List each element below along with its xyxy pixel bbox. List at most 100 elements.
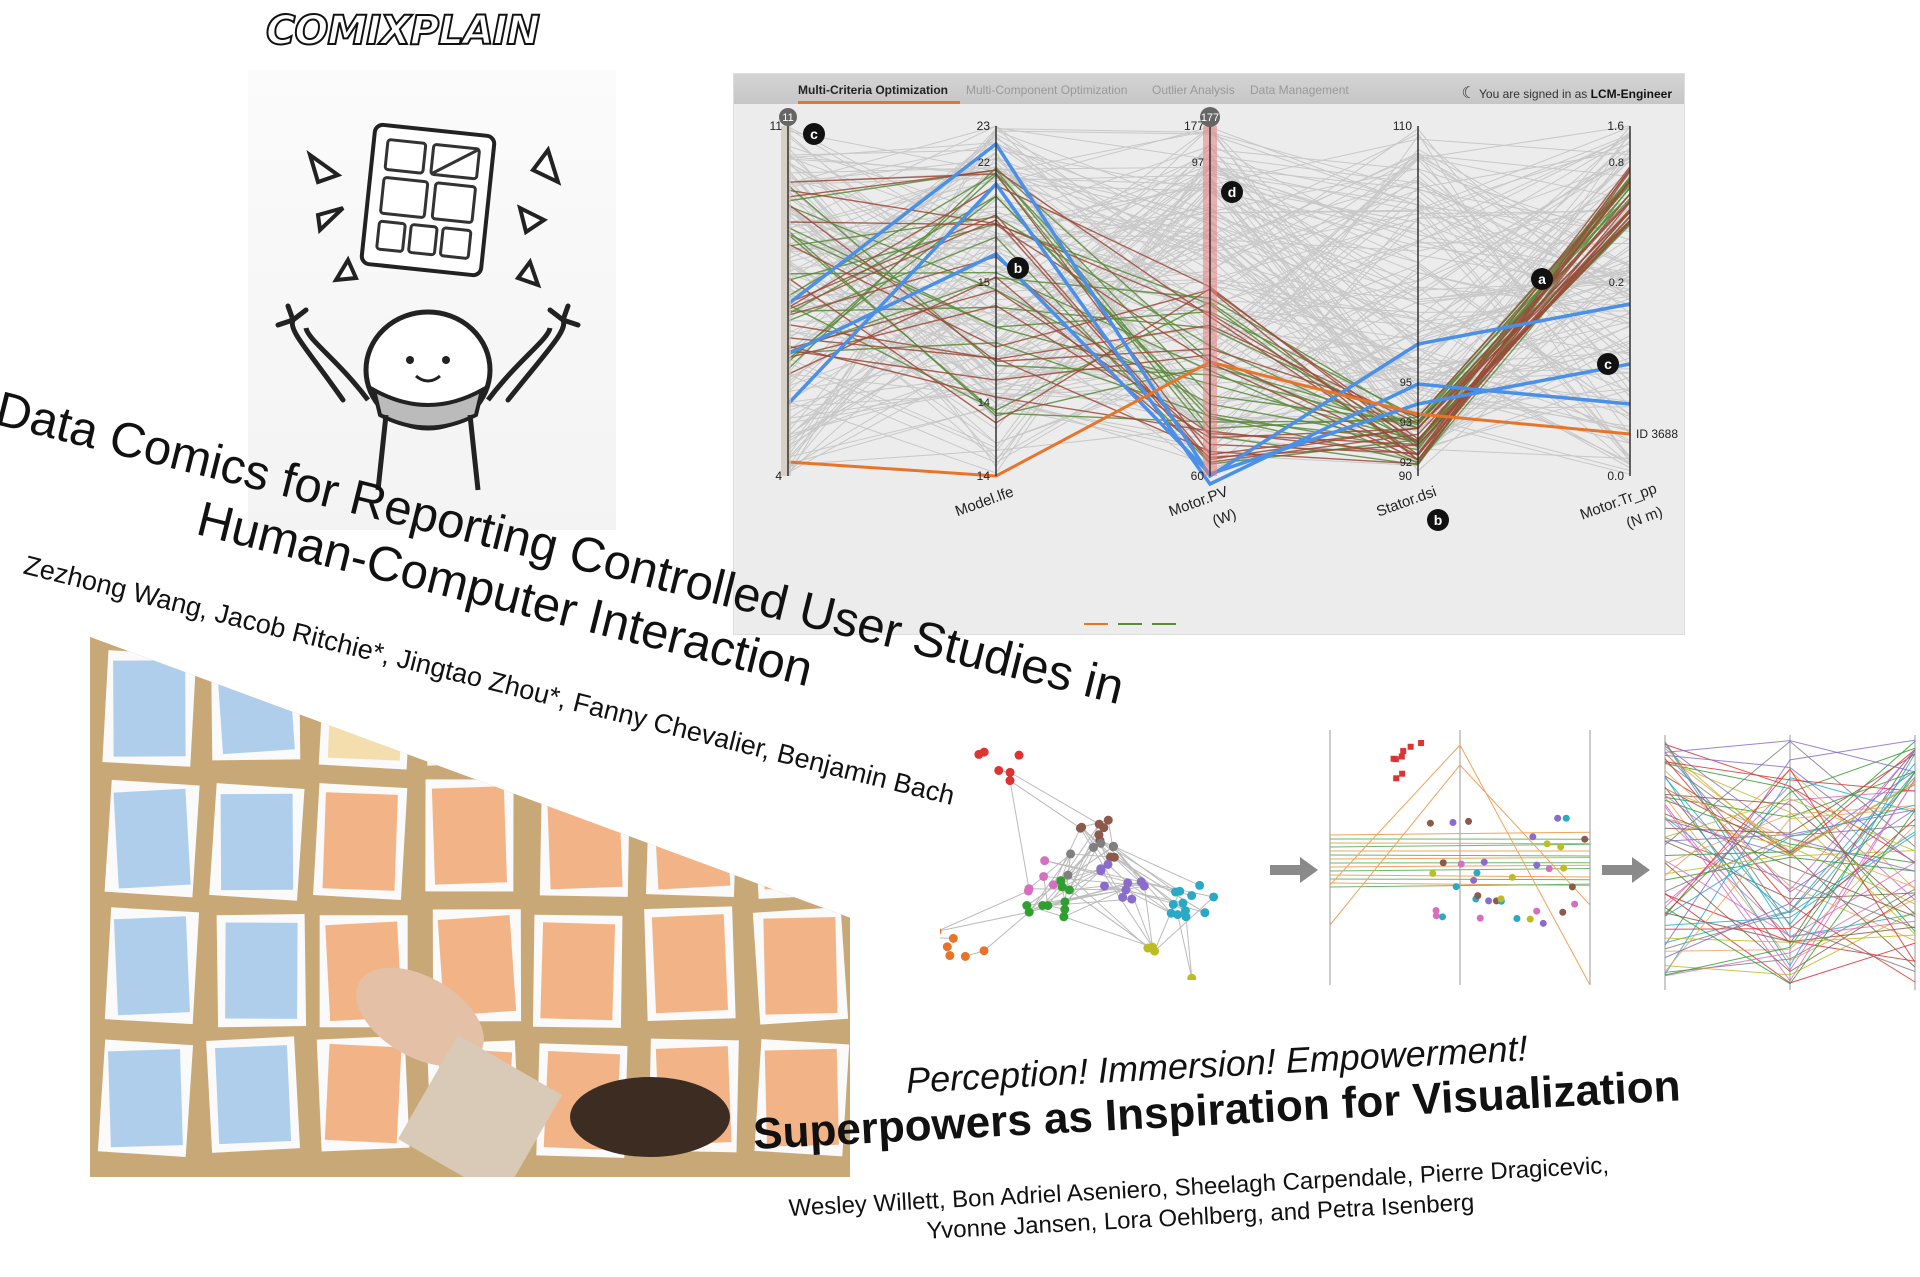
graph-node: [1187, 891, 1197, 901]
series-line: [1664, 739, 1916, 946]
data-point: [1399, 770, 1406, 777]
graph-edge: [1143, 885, 1153, 948]
graph-node: [1181, 912, 1191, 922]
graph-edge: [1107, 864, 1129, 884]
selected-line[interactable]: [786, 181, 1631, 487]
graph-node: [1088, 842, 1098, 852]
graph-edge: [1068, 823, 1100, 891]
graph-node: [1106, 852, 1116, 862]
graph-edge: [1113, 845, 1200, 886]
series-line: [1664, 804, 1916, 917]
series-line: [1664, 799, 1916, 864]
data-point: [1571, 900, 1579, 908]
series-line: [1664, 862, 1916, 973]
axis-tick-label: 95: [1400, 377, 1412, 389]
colored-parallel-coordinates: [1664, 735, 1916, 990]
graph-node: [1121, 885, 1131, 895]
data-point: [1473, 869, 1481, 877]
moon-icon[interactable]: ☾: [1461, 85, 1476, 102]
data-point: [1474, 892, 1482, 900]
series-line: [1664, 740, 1916, 856]
tab-data-management[interactable]: Data Management: [1250, 83, 1349, 97]
graph-node: [1094, 830, 1104, 840]
annotation-marker-label: c: [810, 126, 818, 142]
data-point: [1470, 876, 1478, 884]
data-point: [1449, 818, 1457, 826]
graph-edge: [983, 911, 1030, 952]
series-line: [1664, 798, 1916, 852]
series-line: [1664, 771, 1916, 976]
graph-edge: [1107, 820, 1115, 858]
data-point: [1545, 865, 1553, 873]
data-point: [1554, 814, 1562, 822]
graph-node: [1108, 841, 1118, 851]
graph-node: [1014, 750, 1024, 760]
data-point: [1539, 919, 1547, 927]
annotation-marker-label: c: [1604, 356, 1612, 372]
tab-multi-component[interactable]: Multi-Component Optimization: [966, 83, 1128, 97]
tab-outlier-analysis[interactable]: Outlier Analysis: [1152, 83, 1235, 97]
annotation-marker-label: d: [1228, 184, 1237, 200]
data-point: [1439, 913, 1447, 921]
data-point: [1452, 883, 1460, 891]
series-line: [1664, 789, 1916, 904]
series-line: [1664, 793, 1916, 915]
tab-multi-criteria[interactable]: Multi-Criteria Optimization: [798, 83, 948, 97]
data-point: [1476, 914, 1484, 922]
graph-node: [1005, 767, 1015, 777]
axis-tick-label: 0.8: [1609, 157, 1624, 169]
series-line: [1664, 740, 1916, 773]
series-line: [1664, 816, 1916, 914]
comic-character-icon: [275, 122, 581, 491]
graph-node: [1200, 908, 1210, 918]
axis-tick-label: 92: [1400, 457, 1412, 469]
graph-node: [1136, 877, 1146, 887]
series-line: [1664, 911, 1916, 976]
graph-node: [1150, 946, 1160, 956]
data-point: [1485, 897, 1493, 905]
data-point: [1439, 859, 1447, 867]
graph-node: [1005, 776, 1015, 786]
graph-node: [1103, 815, 1113, 825]
series-line: [1329, 744, 1591, 986]
parallel-coordinates-plot[interactable]: 1142314Model.lfe22151417760Motor.PV(W)97…: [734, 104, 1684, 634]
node-link-graph: [940, 747, 1219, 980]
data-point: [1568, 883, 1576, 891]
graph-edge: [1177, 914, 1193, 979]
graph-node: [1168, 899, 1178, 909]
graph-edge: [1009, 771, 1100, 825]
graph-node: [979, 747, 989, 757]
axis-top-label: 177: [1184, 119, 1204, 133]
axis-badge: 11: [782, 112, 793, 124]
graph-node: [1038, 900, 1048, 910]
graph-node: [1094, 819, 1104, 829]
parallel-coordinates-screenshot: Multi-Criteria Optimization Multi-Compon…: [734, 74, 1684, 634]
data-point: [1559, 908, 1567, 916]
data-point: [1562, 814, 1570, 822]
graph-node: [942, 942, 952, 952]
graph-edge: [1154, 896, 1214, 952]
arrow-right-icon: [1270, 857, 1318, 883]
axis-tick-label: 14: [978, 397, 990, 409]
axis-bottom-label: 90: [1399, 469, 1413, 483]
series-line: [1664, 856, 1916, 881]
data-point: [1557, 843, 1565, 851]
series-line: [1329, 883, 1591, 888]
series-line: [1664, 743, 1916, 863]
data-point: [1432, 912, 1440, 920]
graph-edge: [1080, 827, 1124, 898]
series-line: [1664, 860, 1916, 937]
axis-brush-range[interactable]: [781, 126, 791, 476]
graph-node: [1064, 885, 1074, 895]
graph-edge: [1028, 853, 1071, 890]
graph-edge: [1104, 885, 1184, 904]
graph-edge: [1064, 840, 1101, 910]
data-point: [1497, 895, 1505, 903]
graph-node: [940, 928, 942, 935]
data-point: [1426, 819, 1434, 827]
graph-node: [1118, 892, 1128, 902]
annotation-marker: [1531, 268, 1553, 290]
axis-name-label: (W): [1210, 506, 1239, 530]
graph-node: [1059, 912, 1069, 922]
data-point: [1432, 907, 1440, 915]
